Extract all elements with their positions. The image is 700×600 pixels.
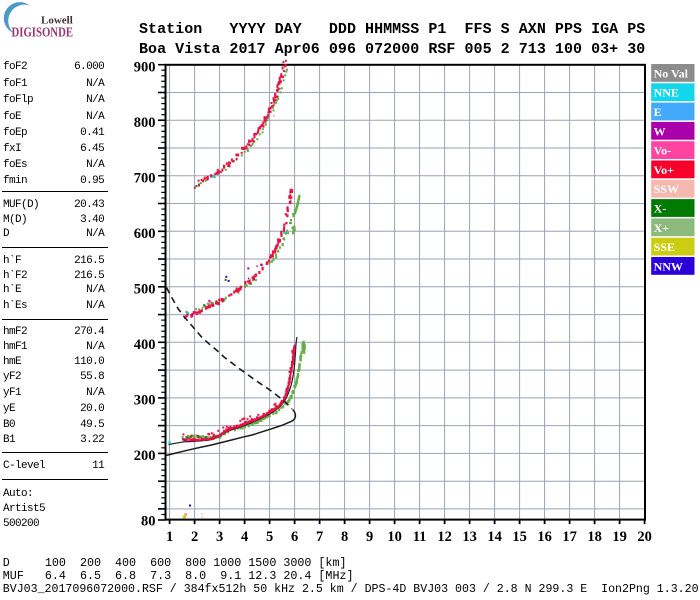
svg-text:NNW: NNW <box>654 259 683 273</box>
svg-text:X+: X+ <box>654 221 670 235</box>
svg-text:8: 8 <box>341 529 348 545</box>
svg-text:4: 4 <box>241 529 248 545</box>
svg-text:300: 300 <box>134 393 156 409</box>
svg-text:9: 9 <box>366 529 373 545</box>
svg-text:80: 80 <box>141 514 156 530</box>
svg-text:6: 6 <box>291 529 298 545</box>
svg-text:DIGISONDE: DIGISONDE <box>12 24 74 39</box>
svg-text:500: 500 <box>134 281 156 297</box>
svg-text:Lowell: Lowell <box>41 14 73 26</box>
svg-text:600: 600 <box>134 226 156 242</box>
svg-text:SSE: SSE <box>654 240 675 254</box>
svg-text:SSW: SSW <box>654 182 679 196</box>
svg-text:14: 14 <box>487 529 502 545</box>
svg-text:13: 13 <box>462 529 477 545</box>
svg-text:900: 900 <box>134 59 156 75</box>
svg-text:700: 700 <box>134 170 156 186</box>
svg-text:19: 19 <box>612 529 627 545</box>
svg-text:17: 17 <box>562 529 577 545</box>
svg-text:2: 2 <box>191 529 198 545</box>
svg-text:Vo+: Vo+ <box>654 163 675 177</box>
svg-text:7: 7 <box>316 529 323 545</box>
svg-text:W: W <box>654 124 666 138</box>
svg-text:15: 15 <box>512 529 527 545</box>
svg-text:No Val: No Val <box>654 66 689 80</box>
svg-text:400: 400 <box>134 337 156 353</box>
svg-text:10: 10 <box>387 529 402 545</box>
svg-text:3: 3 <box>216 529 223 545</box>
svg-text:18: 18 <box>587 529 602 545</box>
svg-text:200: 200 <box>134 448 156 464</box>
svg-text:12: 12 <box>437 529 452 545</box>
svg-text:X-: X- <box>654 202 667 216</box>
svg-text:11: 11 <box>413 529 427 545</box>
svg-text:5: 5 <box>266 529 273 545</box>
svg-text:1: 1 <box>166 529 173 545</box>
svg-text:800: 800 <box>134 115 156 131</box>
svg-text:20: 20 <box>637 529 652 545</box>
svg-text:NNE: NNE <box>654 86 679 100</box>
svg-text:16: 16 <box>537 529 552 545</box>
svg-text:Vo-: Vo- <box>654 144 672 158</box>
svg-text:E: E <box>654 105 662 119</box>
